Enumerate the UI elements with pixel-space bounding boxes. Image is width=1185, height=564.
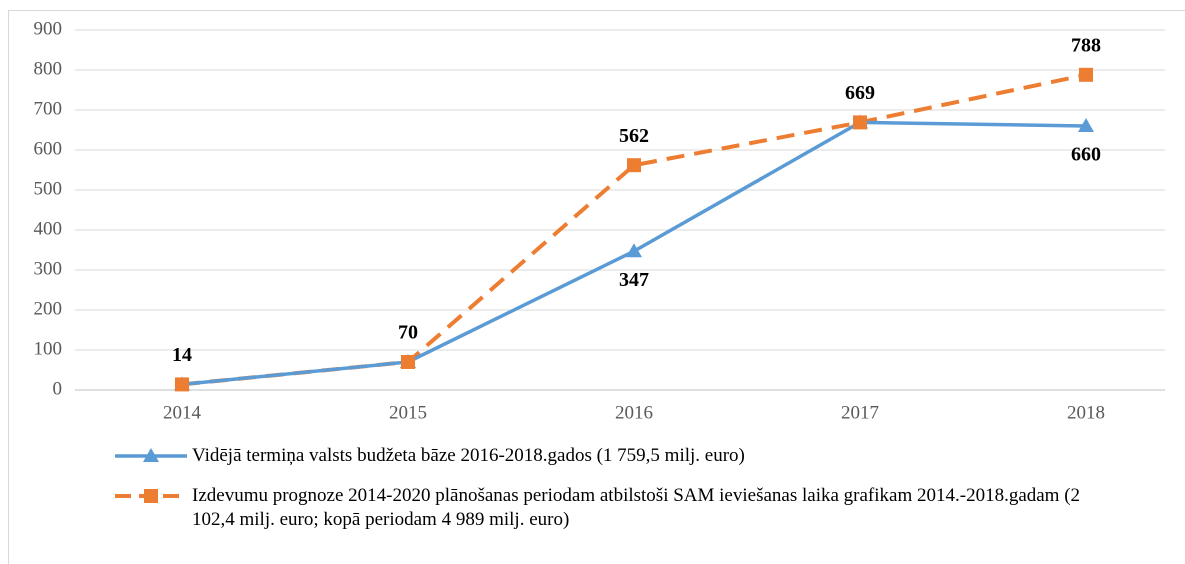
legend-item: Vidējā termiņa valsts budžeta bāze 2016-… bbox=[115, 444, 1115, 468]
y-tick-label: 800 bbox=[34, 58, 63, 79]
data-label: 347 bbox=[619, 269, 649, 291]
marker bbox=[401, 355, 415, 369]
marker bbox=[1079, 67, 1093, 82]
x-tick-label: 2015 bbox=[389, 402, 427, 423]
marker bbox=[1078, 118, 1094, 132]
y-tick-label: 600 bbox=[34, 138, 63, 159]
marker bbox=[175, 377, 189, 392]
data-label: 562 bbox=[619, 125, 649, 147]
x-tick-label: 2014 bbox=[163, 402, 202, 423]
y-tick-label: 400 bbox=[34, 218, 63, 239]
marker bbox=[853, 115, 867, 130]
y-tick-label: 100 bbox=[34, 338, 63, 359]
marker bbox=[144, 489, 158, 503]
y-tick-label: 0 bbox=[53, 378, 63, 399]
marker bbox=[627, 158, 641, 173]
data-label: 660 bbox=[1071, 144, 1101, 166]
legend-swatch bbox=[115, 489, 187, 503]
legend-label: Izdevumu prognoze 2014-2020 plānošanas p… bbox=[192, 485, 1081, 530]
data-label: 788 bbox=[1071, 34, 1101, 56]
legend-item: Izdevumu prognoze 2014-2020 plānošanas p… bbox=[115, 484, 1115, 532]
legend-label: Vidējā termiņa valsts budžeta bāze 2016-… bbox=[192, 445, 745, 466]
legend-swatch bbox=[115, 448, 187, 462]
marker bbox=[143, 448, 159, 462]
y-tick-label: 200 bbox=[34, 298, 63, 319]
data-label: 14 bbox=[172, 344, 192, 366]
data-label: 70 bbox=[398, 322, 418, 344]
legend: Vidējā termiņa valsts budžeta bāze 2016-… bbox=[115, 444, 1115, 548]
x-tick-label: 2016 bbox=[615, 402, 653, 423]
y-tick-label: 700 bbox=[34, 98, 63, 119]
y-tick-label: 900 bbox=[34, 18, 63, 39]
data-label: 669 bbox=[845, 82, 875, 104]
x-tick-label: 2018 bbox=[1067, 402, 1105, 423]
marker bbox=[626, 243, 642, 258]
x-tick-label: 2017 bbox=[841, 402, 879, 423]
y-tick-label: 500 bbox=[34, 178, 63, 199]
chart-frame bbox=[8, 10, 1185, 564]
y-tick-label: 300 bbox=[34, 258, 63, 279]
